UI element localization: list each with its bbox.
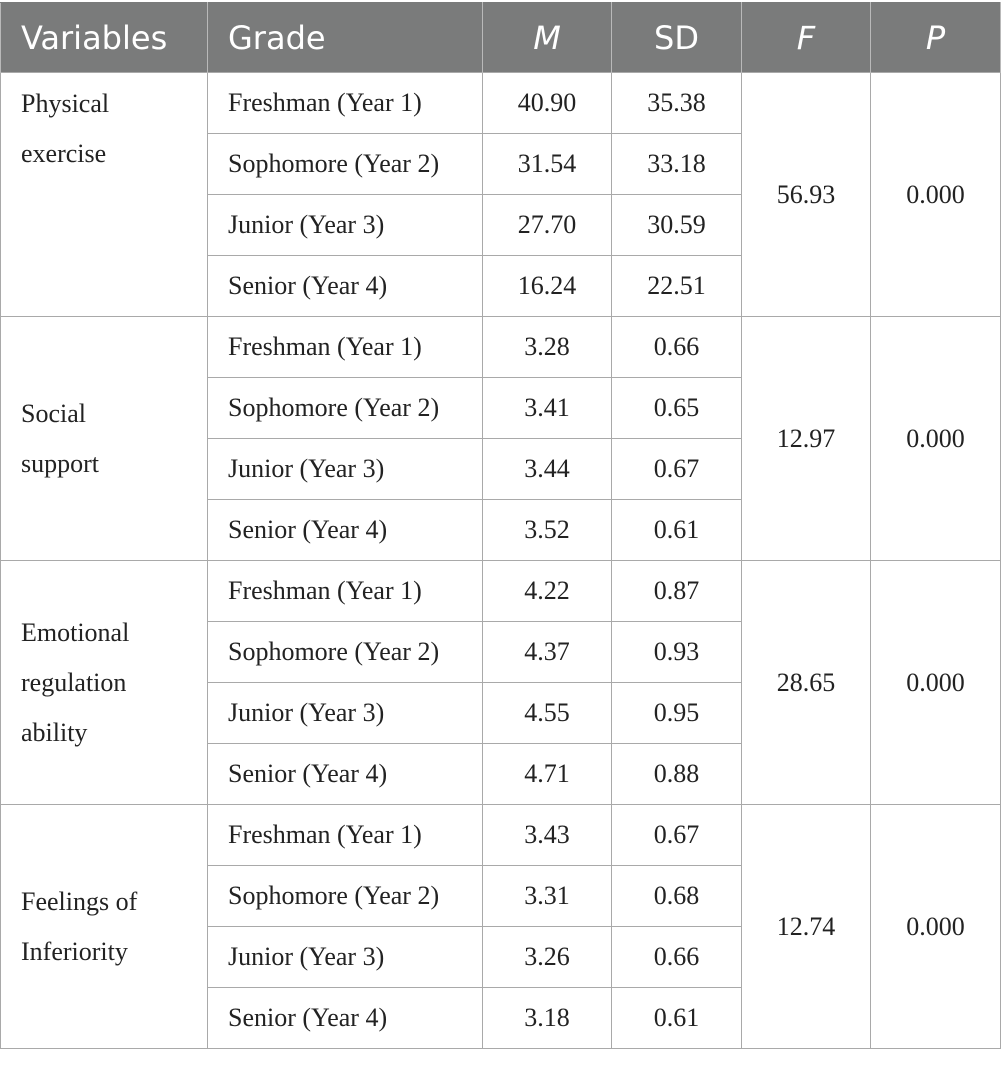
sd-cell: 0.61 [611, 987, 742, 1049]
table-row: Emotional regulation ability Freshman (Year… [0, 560, 1001, 805]
header-row: Variables Grade M SD F P [0, 2, 1001, 73]
table-row: Physical exercise Freshman (Year 1) 40.90 35… [0, 72, 1001, 317]
sd-cell: 35.38 [611, 72, 742, 134]
table-row: Sophomore (Year 2) 4.37 0.93 [1, 621, 1001, 683]
variable-name-cell: Physical exercise [0, 72, 208, 317]
table-row: Junior (Year 3) 4.55 0.95 [1, 682, 1001, 744]
table-row: Senior (Year 4) 3.18 0.61 [1, 987, 1001, 1049]
grade-cell: Junior (Year 3) [207, 438, 483, 500]
mean-cell: 3.31 [482, 865, 612, 927]
variable-name-line: exercise [21, 139, 107, 168]
variable-name-line: ability [21, 717, 88, 747]
grade-cell: Freshman (Year 1) [207, 316, 483, 378]
f-value-cell: 28.65 [741, 560, 871, 805]
mean-cell: 3.41 [482, 377, 612, 439]
mean-cell: 3.44 [482, 438, 612, 500]
table-row: Sophomore (Year 2) 3.41 0.65 [1, 377, 1001, 439]
table-row: Junior (Year 3) 3.26 0.66 [1, 926, 1001, 988]
header-sd: SD [611, 2, 742, 73]
sd-cell: 22.51 [611, 255, 742, 317]
statistics-table: Variables Grade M SD F P Physical exercis… [0, 2, 1001, 1049]
sd-cell: 0.66 [611, 316, 742, 378]
mean-cell: 3.52 [482, 499, 612, 561]
variable-name-line: Inferiority [21, 936, 128, 966]
sd-cell: 0.67 [611, 804, 742, 866]
variable-name-cell: Social support [0, 316, 208, 561]
grade-cell: Junior (Year 3) [207, 682, 483, 744]
sd-cell: 0.67 [611, 438, 742, 500]
grade-cell: Sophomore (Year 2) [207, 133, 483, 195]
grade-cell: Sophomore (Year 2) [207, 377, 483, 439]
grade-cell: Senior (Year 4) [207, 743, 483, 805]
mean-cell: 4.37 [482, 621, 612, 683]
mean-cell: 3.43 [482, 804, 612, 866]
variable-name-cell: Feelings of Inferiority [0, 804, 208, 1049]
sd-cell: 0.93 [611, 621, 742, 683]
sd-cell: 0.68 [611, 865, 742, 927]
p-value-cell: 0.000 [870, 316, 1001, 561]
grade-cell: Junior (Year 3) [207, 194, 483, 256]
mean-cell: 3.28 [482, 316, 612, 378]
p-value-cell: 0.000 [870, 560, 1001, 805]
variable-name-line: Social [21, 398, 86, 428]
grade-cell: Senior (Year 4) [207, 987, 483, 1049]
grade-cell: Sophomore (Year 2) [207, 621, 483, 683]
variable-name-line: regulation [21, 667, 127, 697]
mean-cell: 4.22 [482, 560, 612, 622]
f-value-cell: 56.93 [741, 72, 871, 317]
mean-cell: 16.24 [482, 255, 612, 317]
p-value-cell: 0.000 [870, 804, 1001, 1049]
sd-cell: 0.88 [611, 743, 742, 805]
sd-cell: 0.66 [611, 926, 742, 988]
grade-cell: Freshman (Year 1) [207, 72, 483, 134]
grade-cell: Freshman (Year 1) [207, 804, 483, 866]
mean-cell: 31.54 [482, 133, 612, 195]
variable-name-line: support [21, 448, 99, 478]
table-row: Junior (Year 3) 3.44 0.67 [1, 438, 1001, 500]
mean-cell: 4.55 [482, 682, 612, 744]
header-p: P [870, 2, 1001, 73]
grade-cell: Senior (Year 4) [207, 499, 483, 561]
table-row: Senior (Year 4) 4.71 0.88 [1, 743, 1001, 805]
f-value-cell: 12.74 [741, 804, 871, 1049]
mean-cell: 4.71 [482, 743, 612, 805]
table-row: Feelings of Inferiority Freshman (Year 1) 3… [0, 804, 1001, 1049]
variable-name-cell: Emotional regulation ability [0, 560, 208, 805]
grade-cell: Freshman (Year 1) [207, 560, 483, 622]
f-value-cell: 12.97 [741, 316, 871, 561]
header-variables: Variables [0, 2, 208, 73]
mean-cell: 3.26 [482, 926, 612, 988]
grade-cell: Senior (Year 4) [207, 255, 483, 317]
grade-cell: Junior (Year 3) [207, 926, 483, 988]
sd-cell: 0.95 [611, 682, 742, 744]
mean-cell: 27.70 [482, 194, 612, 256]
grade-cell: Sophomore (Year 2) [207, 865, 483, 927]
sd-cell: 30.59 [611, 194, 742, 256]
variable-name-line: Emotional [21, 617, 130, 647]
sd-cell: 33.18 [611, 133, 742, 195]
table-row: Senior (Year 4) 3.52 0.61 [1, 499, 1001, 561]
table-row: Social support Freshman (Year 1) 3.28 0.66 12… [0, 316, 1001, 561]
header-f: F [741, 2, 871, 73]
header-m: M [482, 2, 612, 73]
header-grade: Grade [207, 2, 483, 73]
sd-cell: 0.65 [611, 377, 742, 439]
sd-cell: 0.87 [611, 560, 742, 622]
table-body: Physical exercise Freshman (Year 1) 40.90 35… [0, 72, 1001, 1049]
p-value-cell: 0.000 [870, 72, 1001, 317]
variable-name-line: Physical [21, 89, 110, 118]
mean-cell: 40.90 [482, 72, 612, 134]
mean-cell: 3.18 [482, 987, 612, 1049]
variable-name-line: Feelings of [21, 886, 138, 916]
table-row: Sophomore (Year 2) 31.54 33.18 [1, 133, 1001, 195]
sd-cell: 0.61 [611, 499, 742, 561]
